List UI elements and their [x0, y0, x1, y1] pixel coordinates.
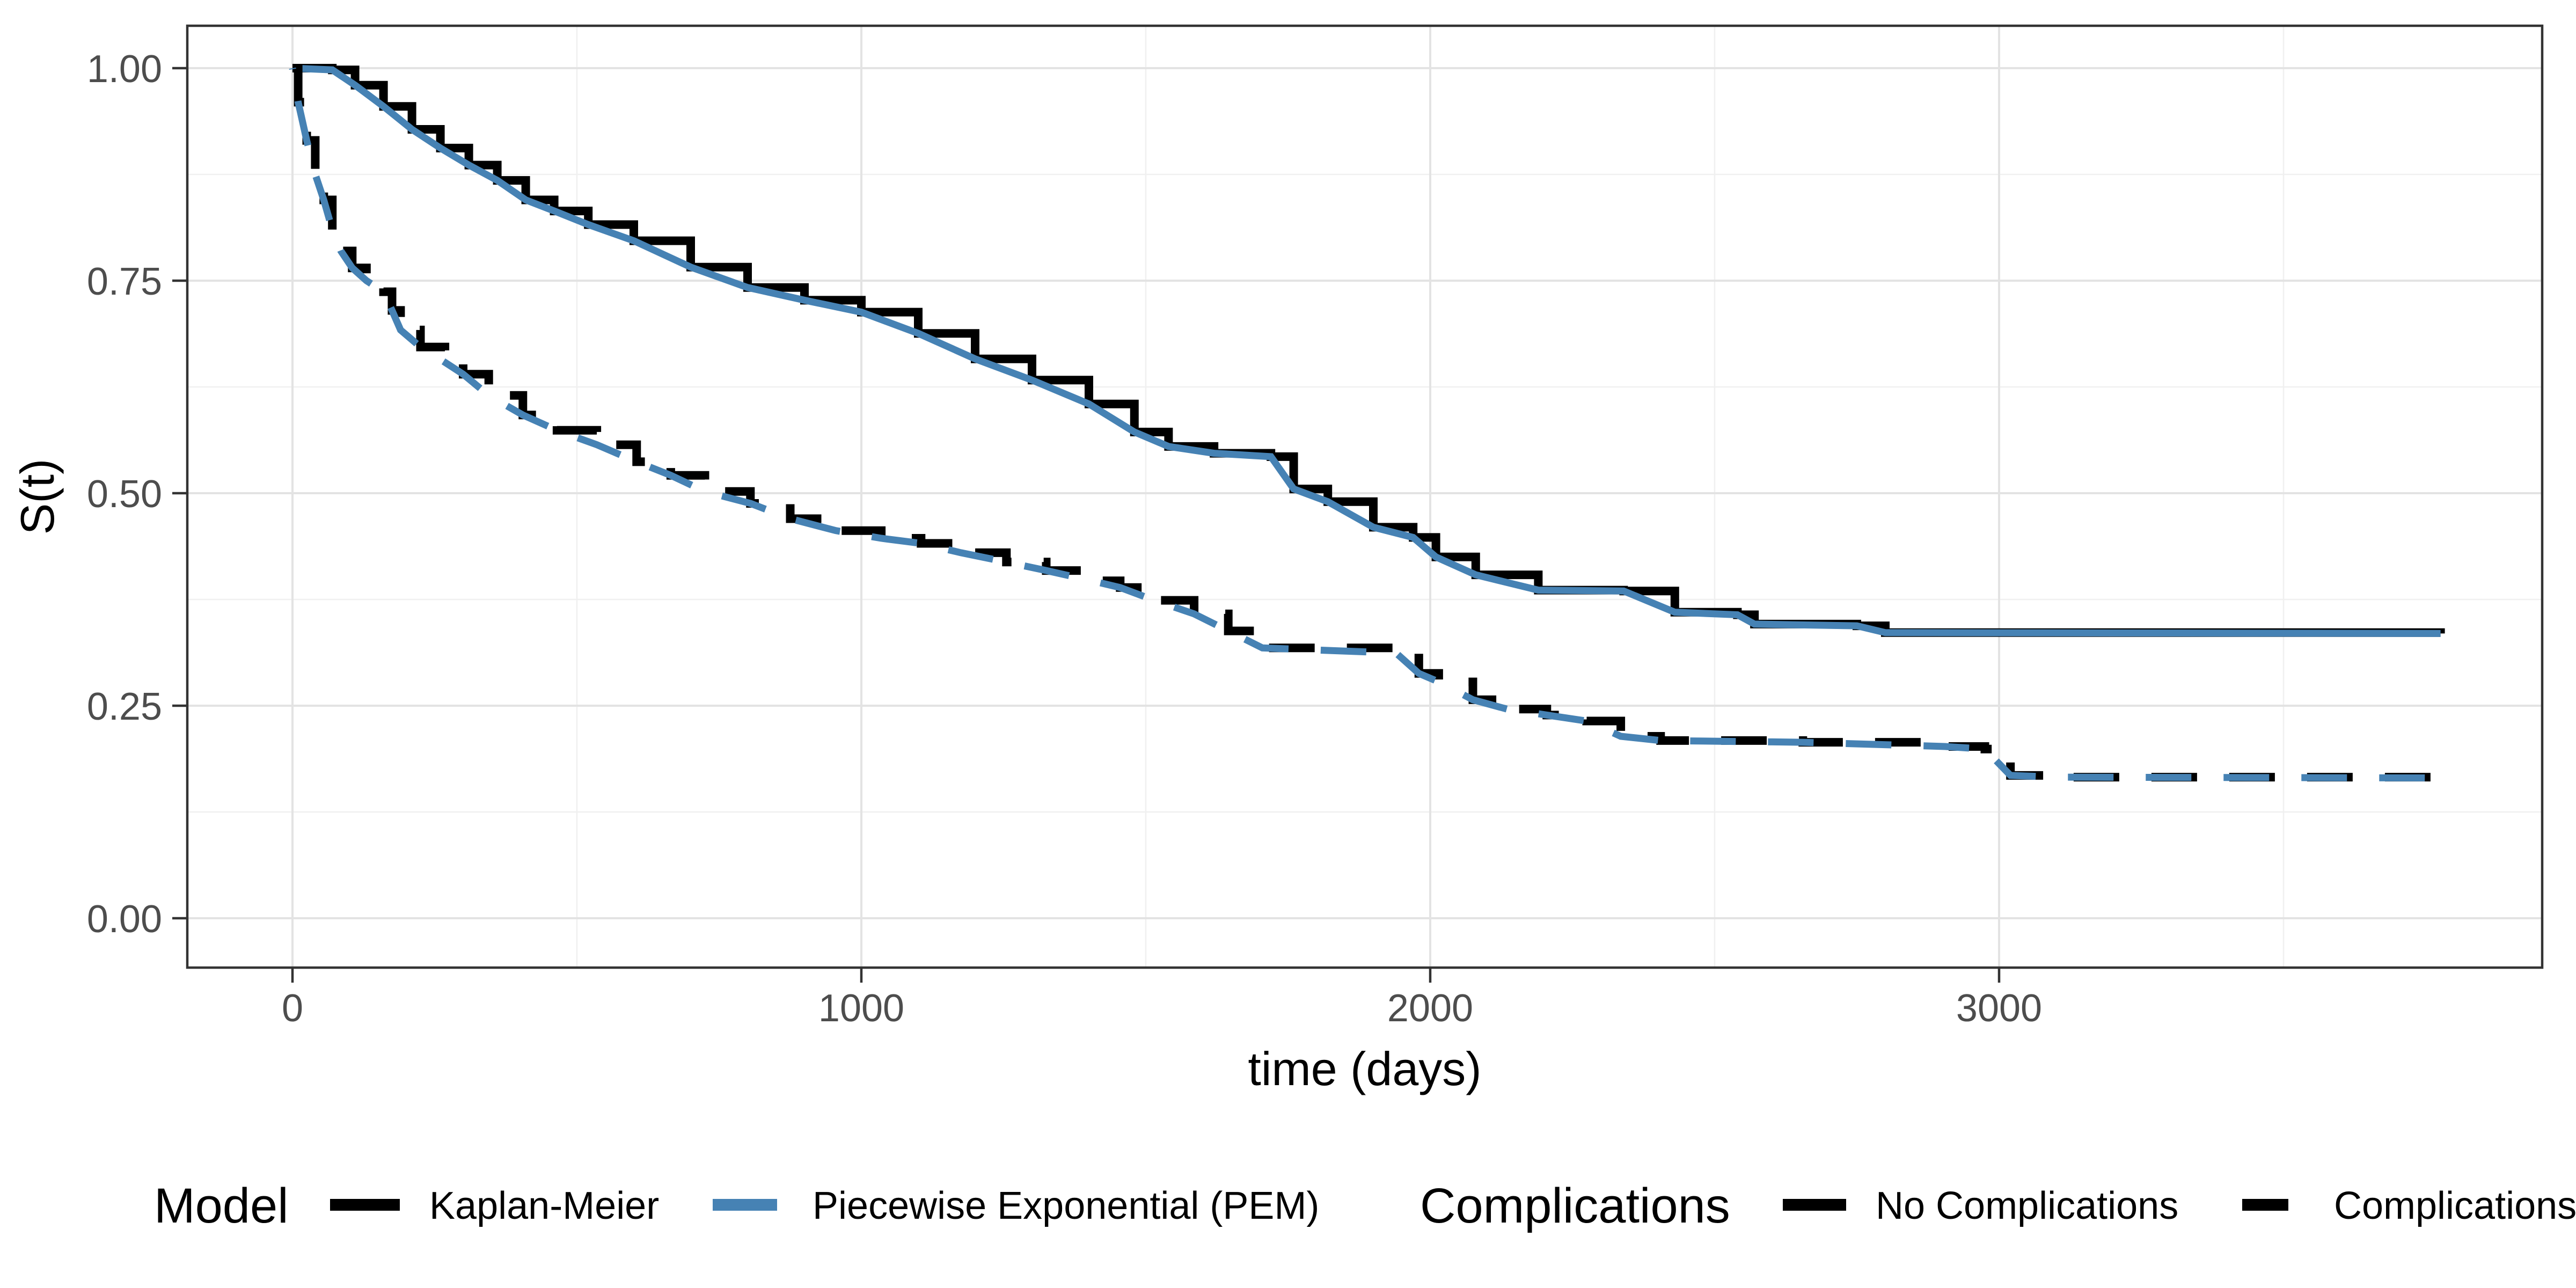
legend-label-kaplan-meier[interactable]: Kaplan-Meier	[429, 1184, 659, 1227]
y-tick-label: 0.00	[87, 898, 162, 941]
legend-label-complications[interactable]: Complications	[2334, 1184, 2576, 1227]
gridlines	[187, 26, 2542, 968]
x-tick-label: 3000	[1956, 987, 2042, 1030]
y-tick-label: 1.00	[87, 48, 162, 91]
curve-km-complications	[292, 64, 2445, 782]
legend-label-no-complications[interactable]: No Complications	[1876, 1184, 2178, 1227]
x-axis-title: time (days)	[1248, 1042, 1481, 1095]
legend: Model Kaplan-Meier Piecewise Exponential (…	[154, 1179, 2576, 1233]
y-tick-label: 0.50	[87, 473, 162, 516]
curve-pem-complications	[289, 67, 2441, 782]
y-axis-title: S(t)	[11, 459, 64, 535]
legend-label-pem[interactable]: Piecewise Exponential (PEM)	[813, 1184, 1319, 1227]
x-tick-label: 1000	[818, 987, 904, 1030]
y-tick-label: 0.25	[87, 685, 162, 728]
axes: 0 1000 2000 3000 0.00 0.25 0.50 0.75 1.00	[87, 48, 2042, 1030]
curve-pem-no-complications	[292, 64, 2441, 637]
x-tick-label: 0	[282, 987, 303, 1030]
legend-title-model: Model	[154, 1179, 289, 1233]
panel-background	[187, 26, 2542, 968]
legend-title-complications: Complications	[1420, 1179, 1730, 1233]
x-tick-label: 2000	[1387, 987, 1473, 1030]
curves	[289, 64, 2445, 782]
panel-border	[186, 24, 2544, 969]
y-tick-label: 0.75	[87, 260, 162, 303]
